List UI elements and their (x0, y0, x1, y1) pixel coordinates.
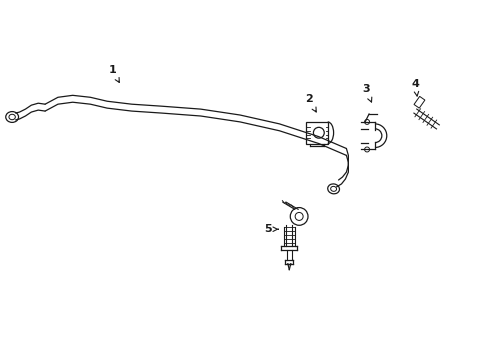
Text: 5: 5 (264, 224, 278, 234)
Text: 2: 2 (305, 94, 316, 112)
Bar (305, 122, 327, 144)
Text: 3: 3 (362, 84, 371, 102)
Text: 1: 1 (108, 65, 119, 82)
Bar (413, 96, 424, 108)
Text: 4: 4 (410, 78, 418, 96)
